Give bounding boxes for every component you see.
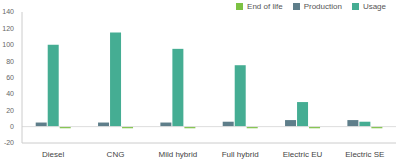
- svg-text:Full hybrid: Full hybrid: [222, 150, 259, 159]
- svg-text:40: 40: [8, 90, 14, 97]
- html-text:End of life: End of life: [247, 2, 283, 11]
- svg-text:120: 120: [8, 25, 14, 32]
- html-text:Production: Production: [303, 2, 342, 11]
- svg-text:CNG: CNG: [107, 150, 125, 159]
- svg-text:80: 80: [8, 58, 14, 65]
- svg-text:Diesel: Diesel: [42, 150, 64, 159]
- html-text:Usage: Usage: [362, 2, 386, 11]
- svg-text:20: 20: [8, 107, 14, 114]
- svg-text:Mild hybrid: Mild hybrid: [158, 150, 197, 159]
- svg-text:60: 60: [8, 74, 14, 81]
- svg-text:-20: -20: [8, 139, 14, 146]
- svg-text:Electric SE: Electric SE: [345, 150, 384, 159]
- svg-text:Electric EU: Electric EU: [283, 150, 323, 159]
- svg-text:100: 100: [8, 41, 14, 48]
- svg-text:0: 0: [10, 123, 14, 130]
- svg-text:140: 140: [8, 8, 14, 15]
